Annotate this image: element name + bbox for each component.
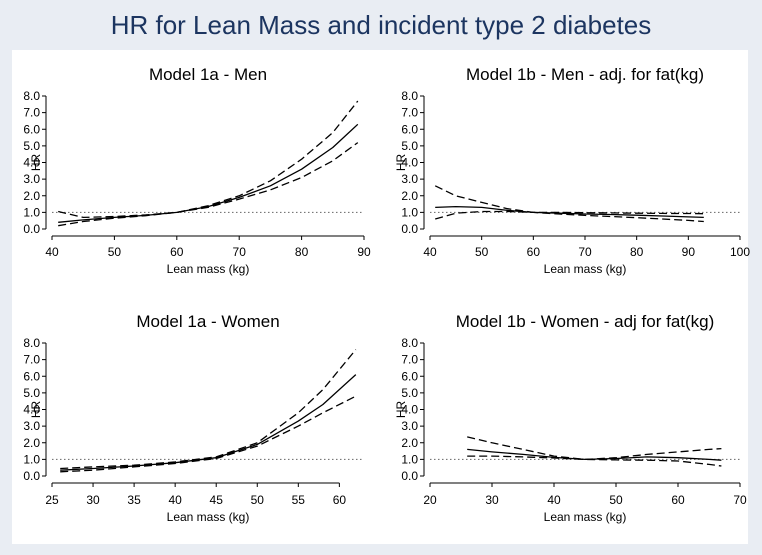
y-tick-label: 7.0 (23, 353, 40, 367)
y-tick-label: 3.0 (401, 419, 418, 433)
y-tick-label: 8.0 (23, 89, 40, 103)
x-tick-label: 70 (233, 245, 247, 259)
x-tick-label: 70 (578, 245, 592, 259)
y-tick-label: 5.0 (23, 139, 40, 153)
x-tick-label: 100 (730, 245, 750, 259)
x-tick-label: 30 (485, 493, 499, 507)
ci-line (58, 142, 359, 227)
ci-line (435, 210, 704, 223)
y-tick-label: 6.0 (23, 369, 40, 383)
hr-line (58, 123, 359, 223)
y-tick-label: 3.0 (401, 172, 418, 186)
panel-title: Model 1a - Women (136, 312, 279, 331)
x-tick-label: 50 (475, 245, 489, 259)
chart-panel-1: Model 1a - Men 0.0 1.0 2.0 3.0 4.0 5.0 6.0 7.0 8.… (23, 65, 371, 276)
x-tick-label: 45 (210, 493, 224, 507)
ci-line (467, 455, 722, 467)
x-tick-label: 50 (251, 493, 265, 507)
y-tick-label: 7.0 (401, 353, 418, 367)
y-tick-label: 1.0 (23, 452, 40, 466)
y-tick-label: 2.0 (23, 189, 40, 203)
x-tick-label: 60 (527, 245, 541, 259)
x-tick-label: 60 (170, 245, 184, 259)
chart-panel-3: Model 1a - Women 0.0 1.0 2.0 3.0 4.0 5.0 6.0 7.0… (23, 312, 364, 524)
ci-line (434, 185, 704, 215)
y-tick-label: 6.0 (401, 122, 418, 136)
x-tick-label: 90 (682, 245, 696, 259)
x-axis-label: Lean mass (kg) (167, 510, 250, 524)
y-tick-label: 4.0 (401, 403, 418, 417)
x-axis-label: Lean mass (kg) (167, 262, 250, 276)
ci-line (467, 436, 722, 461)
y-tick-label: 3.0 (23, 419, 40, 433)
x-tick-label: 25 (45, 493, 59, 507)
y-tick-label: 7.0 (23, 106, 40, 120)
y-tick-label: 6.0 (401, 369, 418, 383)
y-tick-label: 2.0 (401, 436, 418, 450)
figure-title: HR for Lean Mass and incident type 2 dia… (110, 10, 652, 40)
x-tick-label: 60 (671, 493, 685, 507)
x-tick-label: 40 (547, 493, 561, 507)
x-tick-label: 90 (357, 245, 371, 259)
x-axis-label: Lean mass (kg) (544, 262, 627, 276)
x-tick-label: 60 (333, 493, 347, 507)
panel-title: Model 1b - Men - adj. for fat(kg) (466, 65, 704, 84)
y-tick-label: 6.0 (23, 122, 40, 136)
y-tick-label: 1.0 (23, 205, 40, 219)
y-tick-label: 7.0 (401, 106, 418, 120)
ci-line (60, 349, 357, 470)
y-tick-label: 5.0 (401, 386, 418, 400)
y-tick-label: 5.0 (23, 386, 40, 400)
ci-line (58, 100, 359, 219)
x-tick-label: 80 (630, 245, 644, 259)
x-tick-label: 40 (168, 493, 182, 507)
panel-title: Model 1b - Women - adj for fat(kg) (456, 312, 715, 331)
y-tick-label: 4.0 (23, 403, 40, 417)
plot-area (12, 50, 748, 544)
x-tick-label: 40 (423, 245, 437, 259)
x-tick-label: 50 (108, 245, 122, 259)
chart-panel-4: Model 1b - Women - adj for fat(kg) 0.0 1.0… (394, 312, 747, 524)
panel-title: Model 1a - Men (149, 65, 267, 84)
y-tick-label: 0.0 (23, 222, 40, 236)
hr-line (435, 205, 704, 219)
hr-line (60, 374, 357, 471)
y-tick-label: 4.0 (23, 156, 40, 170)
x-tick-label: 30 (86, 493, 100, 507)
y-tick-label: 2.0 (401, 189, 418, 203)
y-axis-label: HR (29, 154, 43, 172)
x-tick-label: 70 (733, 493, 747, 507)
x-tick-label: 50 (609, 493, 623, 507)
y-axis-label: HR (29, 401, 43, 419)
y-tick-label: 0.0 (401, 222, 418, 236)
y-tick-label: 8.0 (23, 336, 40, 350)
y-tick-label: 8.0 (401, 89, 418, 103)
y-axis-label: HR (394, 154, 408, 172)
x-tick-label: 40 (45, 245, 59, 259)
x-tick-label: 55 (292, 493, 306, 507)
ci-line (60, 395, 357, 473)
x-tick-label: 80 (295, 245, 309, 259)
y-tick-label: 1.0 (401, 452, 418, 466)
y-tick-label: 5.0 (401, 139, 418, 153)
x-tick-label: 35 (127, 493, 141, 507)
y-tick-label: 0.0 (401, 469, 418, 483)
y-axis-label: HR (394, 401, 408, 419)
chart-panel-2: Model 1b - Men - adj. for fat(kg) 0.0 1.0 2… (394, 65, 750, 276)
y-tick-label: 2.0 (23, 436, 40, 450)
y-tick-label: 0.0 (23, 469, 40, 483)
y-tick-label: 8.0 (401, 336, 418, 350)
y-tick-label: 4.0 (401, 156, 418, 170)
x-tick-label: 20 (423, 493, 437, 507)
y-tick-label: 3.0 (23, 172, 40, 186)
y-tick-label: 1.0 (401, 205, 418, 219)
x-axis-label: Lean mass (kg) (544, 510, 627, 524)
